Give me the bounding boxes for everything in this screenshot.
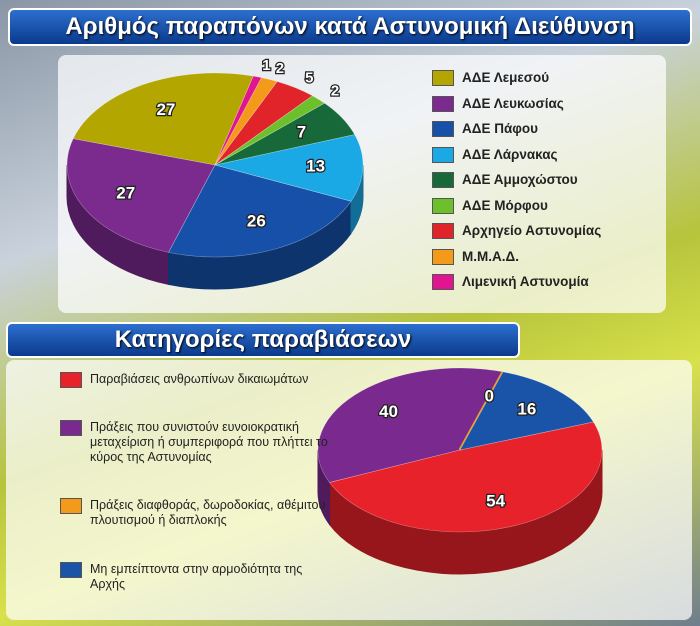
- legend-entry: ΑΔΕ Αμμοχώστου: [432, 172, 578, 188]
- pie-slice: [214, 95, 326, 166]
- legend-label: Πράξεις διαφθοράς, δωροδοκίας, αθέμιτου …: [90, 498, 326, 527]
- legend-label: Μη εμπείπτοντα στην αρμοδιότητα της Αρχή…: [90, 562, 303, 591]
- data-label: 7: [297, 122, 306, 141]
- legend-label: ΑΔΕ Πάφου: [462, 121, 539, 136]
- pie-slice: [214, 77, 278, 166]
- pie-slice: [214, 75, 262, 166]
- pie-slice: [72, 72, 254, 166]
- data-label: 5: [305, 70, 313, 87]
- legend-entry: ΑΔΕ Λάρνακας: [432, 146, 558, 163]
- legend-label: ΑΔΕ Λάρνακας: [462, 146, 558, 162]
- legend-swatch: [432, 172, 454, 188]
- pie-slice: [329, 421, 603, 533]
- legend-swatch: [432, 223, 454, 239]
- legend-swatch: [432, 274, 454, 290]
- legend-entry: ΑΔΕ Πάφου: [432, 121, 538, 137]
- data-label: 1: [262, 57, 270, 74]
- pie-slice: [458, 371, 505, 451]
- data-label: 16: [517, 399, 536, 418]
- data-label: 26: [247, 212, 266, 231]
- legend-label: ΑΔΕ Αμμοχώστου: [462, 172, 578, 187]
- pie-slice: [214, 134, 364, 202]
- legend-entry: Μ.Μ.Α.Δ.: [432, 248, 519, 265]
- legend-entry: ΑΔΕ Μόρφου: [432, 197, 548, 214]
- pie-slice: [66, 138, 216, 253]
- legend-swatch: [60, 420, 82, 436]
- pie-slice: [214, 81, 314, 166]
- data-label: 13: [306, 157, 325, 176]
- pie-slice: [459, 371, 594, 451]
- legend-swatch: [60, 498, 82, 514]
- pie-slice: [214, 102, 356, 166]
- legend-swatch: [432, 70, 454, 86]
- legend-entry: Πράξεις διαφθοράς, δωροδοκίας, αθέμιτου …: [60, 498, 330, 528]
- legend-label: Λιμενική Αστυνομία: [462, 274, 589, 289]
- legend-swatch: [432, 121, 454, 137]
- legend-entry: Παραβιάσεις ανθρωπίνων δικαιωμάτων: [60, 372, 330, 388]
- data-label: 27: [156, 100, 175, 119]
- chart-title: Κατηγορίες παραβιάσεων: [6, 322, 520, 358]
- pie-slice: [317, 367, 504, 483]
- pie-slice: [168, 164, 352, 258]
- data-label: 54: [486, 491, 505, 510]
- legend-swatch: [432, 248, 454, 265]
- legend-label: Πράξεις που συνιστούν ευνοιοκρατική μετα…: [90, 420, 328, 464]
- legend-label: Παραβιάσεις ανθρωπίνων δικαιωμάτων: [90, 372, 309, 386]
- legend-entry: Μη εμπείπτοντα στην αρμοδιότητα της Αρχή…: [60, 562, 330, 592]
- legend-entry: ΑΔΕ Λευκωσίας: [432, 95, 564, 112]
- legend-label: ΑΔΕ Λεμεσού: [462, 70, 550, 85]
- legend-entry: Πράξεις που συνιστούν ευνοιοκρατική μετα…: [60, 420, 330, 465]
- legend-swatch: [432, 146, 454, 163]
- legend-swatch: [432, 197, 454, 214]
- legend-entry: Λιμενική Αστυνομία: [432, 274, 589, 290]
- legend-swatch: [60, 372, 82, 388]
- chart-title: Αριθμός παραπόνων κατά Αστυνομική Διεύθυ…: [8, 8, 692, 46]
- legend-label: ΑΔΕ Λευκωσίας: [462, 95, 564, 111]
- data-label: 2: [331, 82, 339, 99]
- data-label: 2: [276, 60, 284, 77]
- legend-entry: Αρχηγείο Αστυνομίας: [432, 223, 601, 239]
- legend-label: Αρχηγείο Αστυνομίας: [462, 223, 602, 238]
- legend-swatch: [432, 95, 454, 112]
- legend-label: ΑΔΕ Μόρφου: [462, 197, 548, 213]
- data-label: 27: [116, 183, 135, 202]
- legend-entry: ΑΔΕ Λεμεσού: [432, 70, 549, 86]
- legend-label: Μ.Μ.Α.Δ.: [462, 248, 519, 264]
- data-label: 0: [485, 386, 494, 405]
- legend-swatch: [60, 562, 82, 578]
- data-label: 40: [379, 402, 398, 421]
